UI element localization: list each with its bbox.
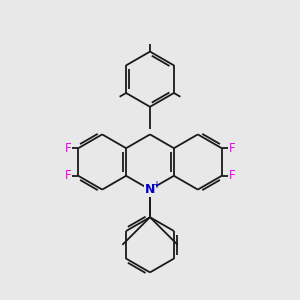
Text: F: F [229,169,236,182]
Text: +: + [152,180,160,190]
Text: N: N [145,183,155,196]
Text: F: F [229,142,236,155]
Text: F: F [64,169,71,182]
Text: F: F [64,142,71,155]
